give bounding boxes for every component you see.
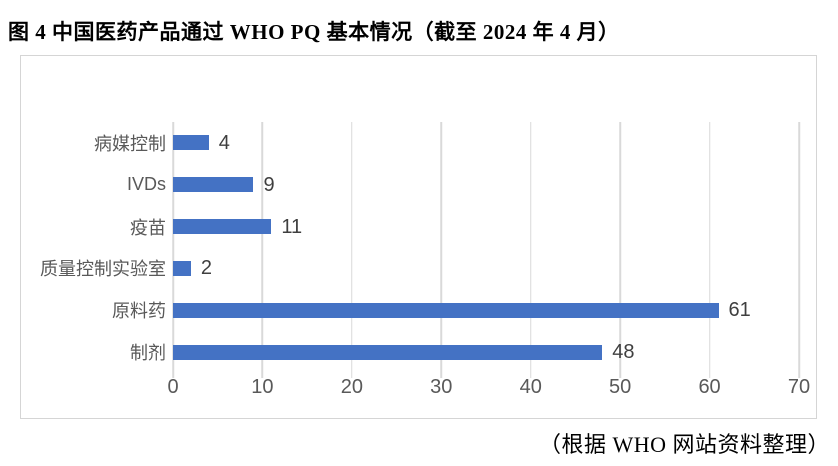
bar — [173, 260, 191, 276]
x-tick-label: 60 — [698, 376, 721, 398]
chart-frame: 病媒控制 IVDs 疫苗质量控制实验室原料药制剂 4 9 11 2 61 48 0 10 20 30… — [20, 55, 817, 419]
bar-row: 48 — [173, 331, 799, 373]
bar-row: 9 — [173, 164, 799, 206]
bar-row: 4 — [173, 122, 799, 164]
x-tick-label: 10 — [251, 376, 274, 398]
x-tick-label: 30 — [430, 376, 453, 398]
category-label: IVDs — [126, 174, 166, 195]
category-label: 质量控制实验室 — [40, 259, 166, 280]
gridline — [172, 122, 174, 378]
category-label: 原料药 — [112, 301, 166, 322]
bar-row: 11 — [173, 206, 799, 248]
x-tick-label: 50 — [609, 376, 632, 398]
category-label: 疫苗 — [130, 217, 166, 238]
bar-value-label: 48 — [612, 341, 635, 364]
gridline — [708, 122, 711, 378]
bar-row: 2 — [173, 247, 799, 289]
bar — [173, 219, 272, 235]
bar-value-label: 4 — [218, 131, 230, 154]
gridline — [619, 122, 621, 378]
bar — [173, 344, 603, 360]
bar-row: 61 — [173, 289, 799, 331]
chart-title: 图 4 中国医药产品通过 WHO PQ 基本情况（截至 2024 年 4 月） — [8, 20, 620, 44]
gridline — [798, 122, 800, 378]
x-tick-label: 0 — [167, 376, 179, 398]
bar — [173, 177, 254, 193]
bar-value-label: 11 — [281, 215, 303, 238]
category-label: 制剂 — [130, 343, 166, 364]
gridline — [440, 122, 443, 378]
bar — [173, 302, 719, 318]
source-note: （根据 WHO 网站资料整理） — [538, 432, 830, 457]
x-tick-label: 20 — [340, 376, 363, 398]
x-tick-label: 70 — [787, 376, 811, 398]
x-tick-label: 40 — [519, 376, 542, 398]
gridline — [351, 122, 353, 378]
plot-area: 4 9 11 2 61 48 — [172, 122, 800, 378]
category-label: 病媒控制 — [94, 133, 166, 154]
bar-value-label: 61 — [728, 299, 751, 322]
bar-rows: 4 9 11 2 61 48 — [173, 122, 799, 373]
bar-value-label: 2 — [200, 257, 212, 280]
gridline — [529, 122, 532, 378]
bar-value-label: 9 — [263, 173, 275, 196]
gridline — [261, 122, 264, 378]
x-axis: 0 10 20 30 40 50 60 70 — [167, 374, 810, 400]
category-axis: 病媒控制 IVDs 疫苗质量控制实验室原料药制剂 — [21, 122, 166, 373]
bar — [173, 135, 209, 151]
